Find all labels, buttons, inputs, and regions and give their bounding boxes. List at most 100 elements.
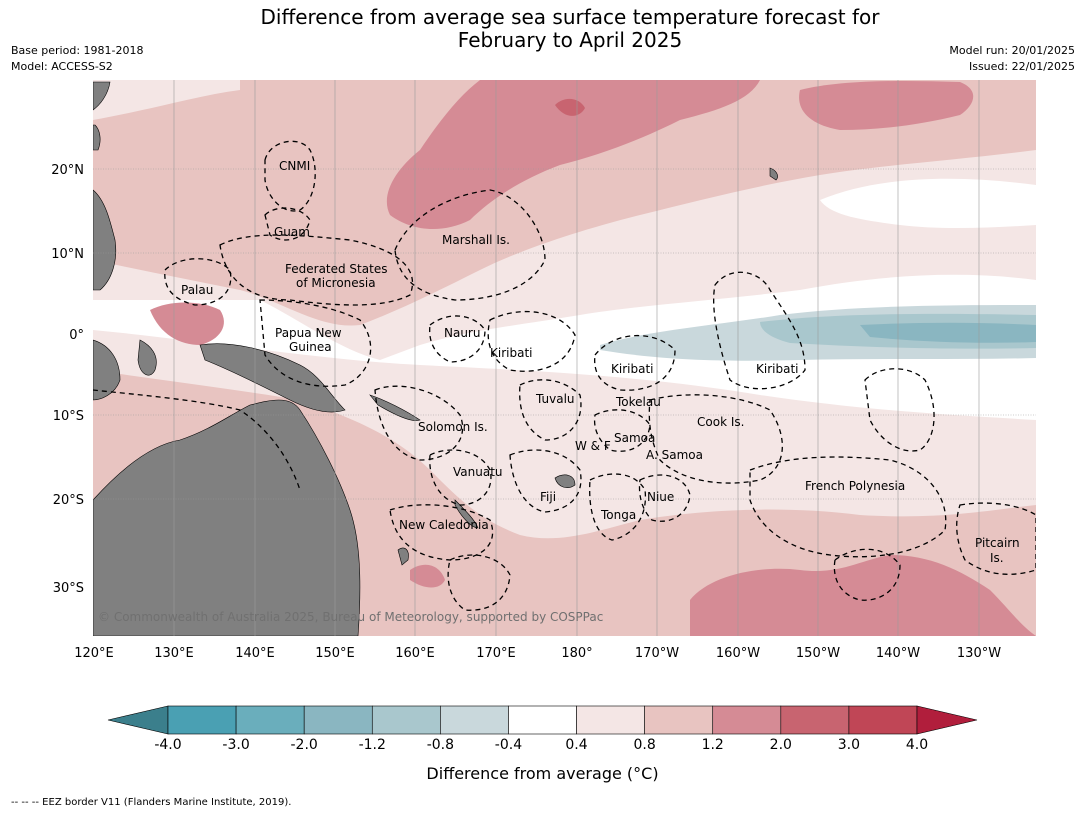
colorbar-swatch xyxy=(644,705,714,735)
new-zealand xyxy=(397,547,409,566)
colorbar-tick-label: -1.2 xyxy=(358,737,386,753)
label-marshall: Marshall Is. xyxy=(442,233,510,247)
lon-label: 150°E xyxy=(315,646,355,661)
eez-footnote: -- -- -- EEZ border V11 (Flanders Marine… xyxy=(11,797,292,808)
colorbar xyxy=(107,705,978,735)
copyright-text: © Commonwealth of Australia 2025, Bureau… xyxy=(98,610,603,624)
lon-label: 150°W xyxy=(796,646,840,661)
lon-label: 140°W xyxy=(876,646,920,661)
label-niue: Niue xyxy=(647,490,674,504)
anomaly-2.0-3.0 xyxy=(555,98,585,116)
label-tokelau: Tokelau xyxy=(615,395,661,409)
anomaly-1.2-2.0-west xyxy=(150,302,224,345)
colorbar-tick-label: 2.0 xyxy=(769,737,792,753)
philippines xyxy=(93,189,117,291)
label-cook: Cook Is. xyxy=(697,415,744,429)
colorbar-swatch xyxy=(848,705,918,735)
anomaly-1.2-2.0-tasman xyxy=(410,564,445,588)
label-samoa: Samoa xyxy=(614,431,655,445)
lat-label: 10°S xyxy=(53,409,84,424)
anomaly-1.2-2.0-north xyxy=(386,80,760,230)
new-guinea xyxy=(199,343,346,413)
label-guam: Guam xyxy=(274,225,310,239)
borneo xyxy=(93,339,121,401)
label-nauru: Nauru xyxy=(444,326,480,340)
anomaly-neg-1.2-2.0 xyxy=(860,322,1036,343)
colorbar-swatch xyxy=(235,705,305,735)
lat-axis: 20°N 10°N 0° 10°S 20°S 30°S xyxy=(51,163,84,596)
lon-label: 170°E xyxy=(476,646,516,661)
colorbar-tick-label: 0.8 xyxy=(633,737,656,753)
anomaly-0.8-1.2 xyxy=(93,80,1036,326)
colorbar-swatch xyxy=(303,705,373,735)
sulawesi xyxy=(137,339,157,376)
label-png-2: Guinea xyxy=(289,340,332,354)
colorbar-title-unit: °C) xyxy=(633,764,659,783)
map-panel: CNMI Guam Marshall Is. Federated States … xyxy=(93,80,1036,636)
lon-axis: 120°E 130°E 140°E 150°E 160°E 170°E 180°… xyxy=(74,646,1001,661)
place-labels: CNMI Guam Marshall Is. Federated States … xyxy=(181,159,1020,565)
label-fiji: Fiji xyxy=(540,490,556,504)
label-pitcairn-1: Pitcairn xyxy=(975,536,1020,550)
label-vanuatu: Vanuatu xyxy=(453,465,503,479)
anomaly-neutral-north xyxy=(820,178,1036,229)
anomaly-1.2-2.0-south xyxy=(690,555,1036,636)
land xyxy=(93,81,778,636)
colorbar-swatch xyxy=(780,705,850,735)
lon-label: 130°W xyxy=(957,646,1001,661)
label-kiribati-3: Kiribati xyxy=(756,362,798,376)
label-tonga: Tonga xyxy=(600,508,636,522)
fiji xyxy=(554,474,576,488)
label-solomon: Solomon Is. xyxy=(418,420,488,434)
model-run: Model run: 20/01/2025 xyxy=(949,44,1075,57)
japan-ryukyu xyxy=(93,81,111,111)
lon-label: 120°E xyxy=(74,646,114,661)
meta-right: Model run: 20/01/2025 Issued: 22/01/2025 xyxy=(949,43,1075,75)
lat-label: 30°S xyxy=(53,581,84,596)
label-fsm-2: of Micronesia xyxy=(296,276,376,290)
colorbar-tick-label: -2.0 xyxy=(290,737,318,753)
chart-title: Difference from average sea surface temp… xyxy=(0,6,1085,52)
graticule-lon xyxy=(173,80,980,636)
issued-date: Issued: 22/01/2025 xyxy=(968,60,1075,73)
colorbar-tick-label: -4.0 xyxy=(154,737,182,753)
label-pitcairn-2: Is. xyxy=(990,551,1004,565)
colorbar-tick-label: 4.0 xyxy=(905,737,929,753)
colorbar-swatch xyxy=(576,705,645,735)
australia xyxy=(93,399,361,636)
lon-label: 180° xyxy=(561,646,592,661)
lon-label: 130°E xyxy=(154,646,194,661)
taiwan xyxy=(93,124,101,151)
colorbar-swatch xyxy=(167,705,237,735)
label-palau: Palau xyxy=(181,283,213,297)
lon-label: 140°E xyxy=(235,646,275,661)
label-asamoa: A. Samoa xyxy=(646,448,703,462)
hawaii xyxy=(769,167,778,181)
label-kiribati-1: Kiribati xyxy=(490,346,532,360)
colorbar-swatch xyxy=(712,705,782,735)
lat-label: 0° xyxy=(69,328,84,343)
colorbar-title: Difference from average (°C) xyxy=(0,764,1085,783)
label-newcal: New Caledonia xyxy=(399,518,489,532)
colorbar-extend-high xyxy=(916,705,978,735)
base-period: Base period: 1981-2018 xyxy=(11,44,144,57)
colorbar-swatch xyxy=(371,705,441,735)
colorbar-tick-label: 0.4 xyxy=(565,737,588,753)
colorbar-tick-label: -0.8 xyxy=(426,737,455,753)
lat-label: 20°N xyxy=(51,163,84,178)
lat-label: 10°N xyxy=(51,247,84,262)
label-kiribati-2: Kiribati xyxy=(611,362,653,376)
model-name: Model: ACCESS-S2 xyxy=(11,60,113,73)
solomon-is xyxy=(369,394,421,421)
colorbar-extend-low xyxy=(107,705,169,735)
label-fsm-1: Federated States xyxy=(285,262,387,276)
eez-borders xyxy=(93,140,1036,611)
label-png-1: Papua New xyxy=(275,326,342,340)
graticule xyxy=(93,168,1036,500)
label-cnmi: CNMI xyxy=(279,159,310,173)
colorbar-tick-label: -3.0 xyxy=(222,737,250,753)
anomaly-1.2-2.0-ne xyxy=(799,80,974,130)
colorbar-tick-label: 3.0 xyxy=(837,737,861,753)
colorbar-tick-label: 1.2 xyxy=(701,737,724,753)
